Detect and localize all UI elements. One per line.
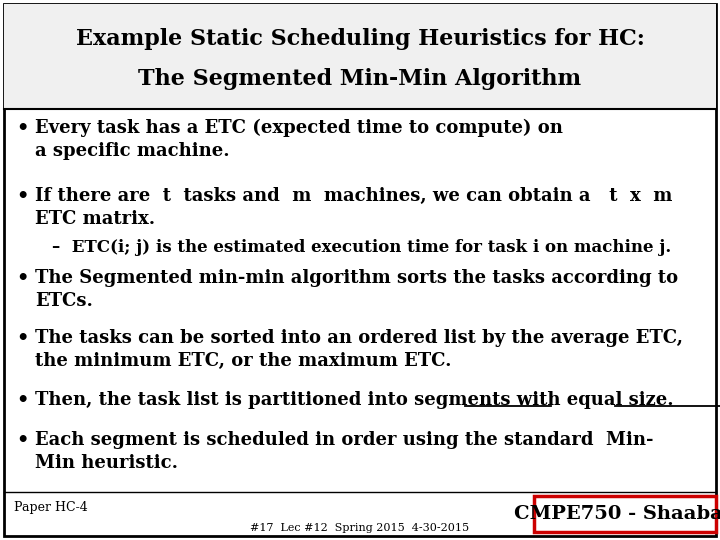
Text: The Segmented min-min algorithm sorts the tasks according to
ETCs.: The Segmented min-min algorithm sorts th…: [35, 269, 678, 310]
Text: The Segmented Min-Min Algorithm: The Segmented Min-Min Algorithm: [138, 68, 582, 90]
Text: Then, the task list is partitioned into segments with equal size.: Then, the task list is partitioned into …: [35, 391, 674, 409]
Bar: [4, 4, 716, 109]
Text: •: •: [16, 431, 28, 449]
Text: #17  Lec #12  Spring 2015  4-30-2015: #17 Lec #12 Spring 2015 4-30-2015: [251, 523, 469, 533]
Text: •: •: [16, 269, 28, 287]
Text: The tasks can be sorted into an ordered list by the average ETC,
the minimum ETC: The tasks can be sorted into an ordered …: [35, 329, 683, 370]
Text: Paper HC-4: Paper HC-4: [14, 502, 88, 515]
Text: Each segment is scheduled in order using the standard  Min-
Min heuristic.: Each segment is scheduled in order using…: [35, 431, 654, 472]
Text: •: •: [16, 391, 28, 409]
Text: Example Static Scheduling Heuristics for HC:: Example Static Scheduling Heuristics for…: [76, 28, 644, 50]
Text: If there are  t  tasks and  m  machines, we can obtain a   t  x  m
ETC matrix.: If there are t tasks and m machines, we …: [35, 187, 672, 228]
Text: –  ETC(i; j) is the estimated execution time for task i on machine j.: – ETC(i; j) is the estimated execution t…: [52, 239, 671, 256]
Text: CMPE750 - Shaaban: CMPE750 - Shaaban: [513, 505, 720, 523]
Text: Every task has a ETC (expected time to compute) on
a specific machine.: Every task has a ETC (expected time to c…: [35, 119, 563, 160]
Bar: [534, 496, 716, 532]
Text: •: •: [16, 187, 28, 205]
Text: •: •: [16, 119, 28, 137]
Text: •: •: [16, 329, 28, 347]
